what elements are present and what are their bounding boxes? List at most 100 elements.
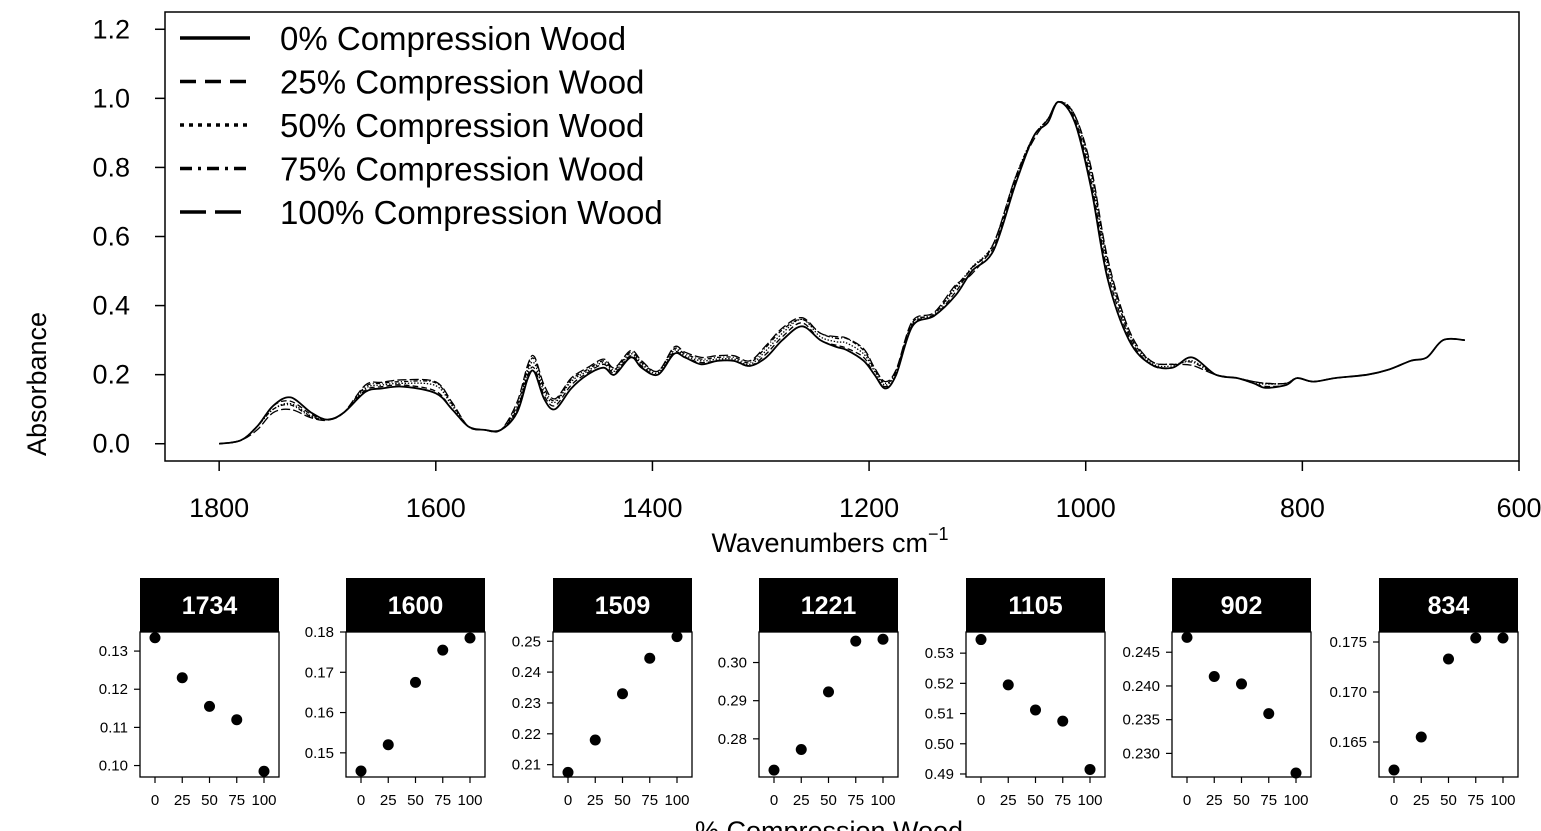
main-x-ticks: 1800 1600 1400 1200 1000 800 600 bbox=[189, 461, 1541, 523]
panel-x-tick-label: 50 bbox=[407, 792, 424, 809]
panel-x-tick-label: 100 bbox=[457, 792, 482, 809]
panel-x-tick-label: 0 bbox=[357, 792, 365, 809]
panel-title: 1509 bbox=[595, 592, 651, 620]
panel-data-point bbox=[644, 652, 656, 664]
panel-data-point bbox=[149, 632, 161, 644]
main-x-tick-label: 800 bbox=[1280, 493, 1325, 523]
panel-data-point bbox=[1002, 679, 1014, 691]
panel-title: 1600 bbox=[388, 592, 444, 620]
panel-y-tick-label: 0.12 bbox=[99, 681, 128, 698]
panel-1600: 1600 0 25 50 75 100 0.15 0.16 0.17 0.18 bbox=[305, 578, 486, 809]
panel-data-point bbox=[562, 766, 574, 778]
panel-data-point bbox=[258, 765, 270, 777]
panel-y-tick-label: 0.30 bbox=[718, 655, 747, 672]
panel-x-tick-label: 75 bbox=[228, 792, 245, 809]
panel-data-point bbox=[823, 686, 834, 698]
panel-x-tick-label: 75 bbox=[1054, 792, 1071, 809]
panel-data-point bbox=[768, 764, 780, 776]
panel-data-point bbox=[1236, 678, 1247, 690]
main-y-tick-label: 0.4 bbox=[92, 291, 130, 321]
panel-x-tick-label: 50 bbox=[1027, 792, 1044, 809]
panel-frame bbox=[1171, 631, 1312, 778]
panel-y-tick-label: 0.21 bbox=[512, 757, 541, 774]
panel-data-point bbox=[355, 765, 367, 777]
panel-y-tick-label: 0.28 bbox=[718, 731, 747, 748]
panel-data-point bbox=[1497, 632, 1509, 644]
panel-y-tick-label: 0.16 bbox=[305, 705, 334, 722]
legend-entry: 100% Compression Wood bbox=[280, 194, 663, 231]
panel-data-point bbox=[204, 700, 215, 712]
main-spectrum-chart: 1800 1600 1400 1200 1000 800 600 0.00.20.40.60… bbox=[22, 11, 1541, 558]
panel-y-tick-label: 0.50 bbox=[925, 736, 954, 753]
panel-header bbox=[759, 578, 898, 632]
panel-y-tick-label: 0.230 bbox=[1122, 745, 1160, 762]
panel-x-tick-label: 50 bbox=[1440, 792, 1457, 809]
panel-x-tick-label: 25 bbox=[587, 792, 604, 809]
legend-entry: 75% Compression Wood bbox=[280, 151, 644, 188]
panel-y-tick-label: 0.245 bbox=[1122, 644, 1160, 661]
panel-header bbox=[140, 578, 279, 632]
main-x-axis-label-text: Wavenumbers cm bbox=[711, 528, 928, 558]
panel-x-tick-label: 100 bbox=[1077, 792, 1102, 809]
main-x-axis-label-superscript: −1 bbox=[928, 524, 949, 544]
panel-data-point bbox=[1181, 631, 1193, 643]
panel-frame bbox=[552, 631, 693, 778]
panel-data-point bbox=[1057, 715, 1069, 727]
panel-x-tick-label: 25 bbox=[174, 792, 191, 809]
panel-header bbox=[1172, 578, 1311, 632]
panel-data-point bbox=[464, 632, 476, 644]
panel-x-tick-label: 50 bbox=[614, 792, 631, 809]
panel-x-tick-label: 100 bbox=[251, 792, 276, 809]
panel-y-tick-label: 0.240 bbox=[1122, 678, 1160, 695]
main-x-axis-label: Wavenumbers cm−1 bbox=[711, 524, 948, 558]
panel-1734: 1734 0 25 50 75 100 0.10 0.11 0.12 0.13 bbox=[99, 578, 280, 809]
panel-1105: 1105 0 25 50 75 100 0.49 0.50 0.51 0.52 0.53 bbox=[925, 578, 1106, 809]
panel-data-point bbox=[975, 634, 987, 646]
panel-x-tick-label: 75 bbox=[1467, 792, 1484, 809]
panel-data-point bbox=[1443, 653, 1454, 665]
panel-title: 1734 bbox=[182, 592, 238, 620]
panel-x-tick-label: 0 bbox=[564, 792, 572, 809]
legend-entry: 50% Compression Wood bbox=[280, 107, 644, 144]
panel-x-tick-label: 0 bbox=[1390, 792, 1398, 809]
panel-y-tick-label: 0.29 bbox=[718, 693, 747, 710]
main-y-tick-label: 0.8 bbox=[92, 152, 130, 182]
panel-1221: 1221 0 25 50 75 100 0.28 0.29 0.30 bbox=[718, 578, 899, 809]
main-x-tick-label: 1000 bbox=[1056, 493, 1116, 523]
panel-y-tick-label: 0.52 bbox=[925, 675, 954, 692]
panel-x-tick-label: 0 bbox=[1183, 792, 1191, 809]
panel-title: 834 bbox=[1428, 592, 1470, 620]
panel-x-tick-label: 75 bbox=[1260, 792, 1277, 809]
panel-y-tick-label: 0.53 bbox=[925, 645, 954, 662]
panel-frame bbox=[345, 631, 486, 778]
panel-y-tick-label: 0.22 bbox=[512, 726, 541, 743]
panel-y-tick-label: 0.23 bbox=[512, 695, 541, 712]
panel-data-point bbox=[850, 635, 862, 647]
panel-data-point bbox=[795, 744, 807, 756]
panel-title: 1221 bbox=[801, 592, 857, 620]
panel-y-tick-label: 0.13 bbox=[99, 643, 128, 660]
panel-x-tick-label: 100 bbox=[1490, 792, 1515, 809]
panel-header bbox=[346, 578, 485, 632]
main-y-tick-label: 0.0 bbox=[92, 429, 130, 459]
series-line-2 bbox=[219, 101, 1465, 445]
panel-x-tick-label: 75 bbox=[847, 792, 864, 809]
panel-x-tick-label: 25 bbox=[1000, 792, 1017, 809]
main-y-ticks: 0.0 0.2 0.4 0.6 0.8 1.0 1.2 bbox=[92, 14, 165, 459]
panel-y-tick-label: 0.51 bbox=[925, 706, 954, 723]
panel-data-point bbox=[1415, 731, 1427, 743]
legend: 0% Compression Wood 25% Compression Wood 5… bbox=[180, 20, 663, 231]
main-y-tick-label: 1.0 bbox=[92, 83, 130, 113]
panel-header bbox=[1379, 578, 1518, 632]
panel-data-point bbox=[1084, 763, 1096, 775]
panel-data-point bbox=[877, 633, 889, 645]
panel-title: 1105 bbox=[1008, 592, 1062, 620]
panel-data-point bbox=[1290, 767, 1302, 779]
main-x-tick-label: 1800 bbox=[189, 493, 249, 523]
panel-x-tick-label: 25 bbox=[1206, 792, 1223, 809]
panel-x-tick-label: 100 bbox=[870, 792, 895, 809]
series-line-4 bbox=[219, 101, 1465, 445]
panel-header bbox=[966, 578, 1105, 632]
panel-x-tick-label: 50 bbox=[201, 792, 218, 809]
